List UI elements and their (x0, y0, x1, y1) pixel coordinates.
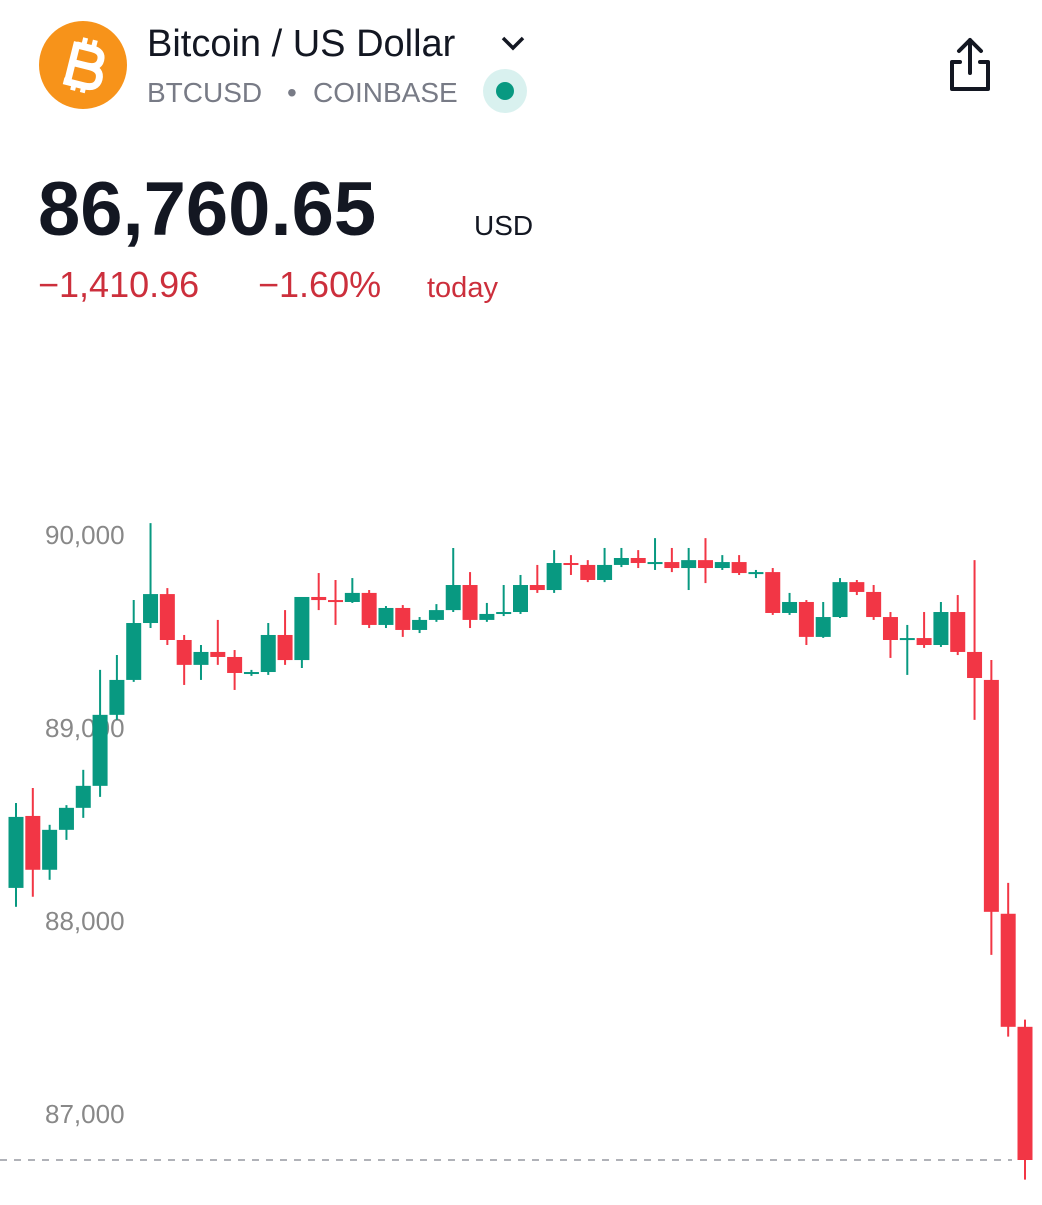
candle-body (277, 634, 293, 661)
y-tick-label: 88,000 (45, 906, 125, 936)
candle-body (815, 617, 831, 637)
candle-body (580, 564, 596, 580)
candle-body (428, 610, 444, 620)
candle-body (496, 612, 512, 615)
candle-body (361, 592, 377, 625)
symbol-title[interactable]: Bitcoin / US Dollar (147, 23, 456, 65)
ticker: BTCUSD (147, 77, 262, 108)
change-period: today (427, 272, 498, 304)
candle-body (42, 829, 58, 870)
title-dropdown[interactable] (501, 36, 525, 51)
candle-body (798, 601, 814, 637)
candle-body (294, 596, 310, 661)
candle-body (866, 591, 882, 618)
candle-body (143, 594, 159, 624)
candle-body (243, 672, 259, 675)
candle-body (159, 594, 175, 640)
candle-body (92, 714, 108, 786)
candle-body (950, 612, 966, 652)
candle-body (933, 612, 949, 646)
candle-body (25, 815, 41, 870)
candle-body (731, 562, 747, 574)
candle-body (899, 638, 915, 641)
candle-body (1000, 913, 1016, 1027)
candle-body (983, 679, 999, 912)
separator: • (287, 77, 297, 108)
candle-body (193, 651, 209, 665)
candle-body (765, 572, 781, 613)
candle-body (8, 816, 24, 888)
candle-body (664, 562, 680, 569)
candle-body (630, 557, 646, 564)
candle-body (546, 563, 562, 591)
candle-body (395, 607, 411, 630)
share-button[interactable] (950, 38, 990, 91)
candle-body (613, 557, 629, 565)
percent-change: −1.60% (258, 264, 381, 305)
market-status-dot (496, 82, 514, 100)
candle-body (260, 634, 276, 673)
candle-body (597, 564, 613, 580)
candle-body (445, 585, 461, 611)
price: 86,760.65 (38, 167, 376, 252)
exchange: COINBASE (313, 77, 458, 108)
candle-body (849, 582, 865, 592)
y-tick-label: 89,000 (45, 713, 125, 743)
candle-body (328, 600, 344, 603)
candle-body (967, 651, 983, 679)
candle-body (344, 592, 360, 602)
candle-body (479, 613, 495, 620)
candle-body (697, 560, 713, 569)
candle-body (1017, 1026, 1033, 1161)
y-tick-label: 90,000 (45, 520, 125, 550)
candle-body (109, 679, 125, 715)
y-tick-label: 87,000 (45, 1099, 125, 1129)
candle-body (782, 601, 798, 613)
candle-body (210, 651, 226, 657)
candle-body (882, 617, 898, 640)
candle-body (378, 607, 394, 625)
candle-body (412, 619, 428, 630)
candle-body (176, 639, 192, 665)
candle-body (227, 656, 243, 673)
candle-body (748, 572, 764, 575)
candle-body (126, 623, 142, 680)
price-change: −1,410.96 (38, 264, 199, 305)
candle-body (714, 562, 730, 569)
candle-body (529, 585, 545, 591)
candle-body (916, 638, 932, 646)
candle-body (462, 585, 478, 620)
candle-body (75, 785, 91, 808)
candle-body (563, 563, 579, 566)
candlestick-chart: 87,000 88,000 89,000 90,000 (0, 520, 1033, 1180)
candle-body (311, 596, 327, 601)
coin-logo (39, 21, 127, 109)
candle-body (681, 560, 697, 569)
candle-body (832, 582, 848, 618)
currency: USD (474, 210, 533, 241)
candle-body (647, 562, 663, 565)
candle-body (513, 585, 528, 613)
candle-body (58, 807, 74, 830)
